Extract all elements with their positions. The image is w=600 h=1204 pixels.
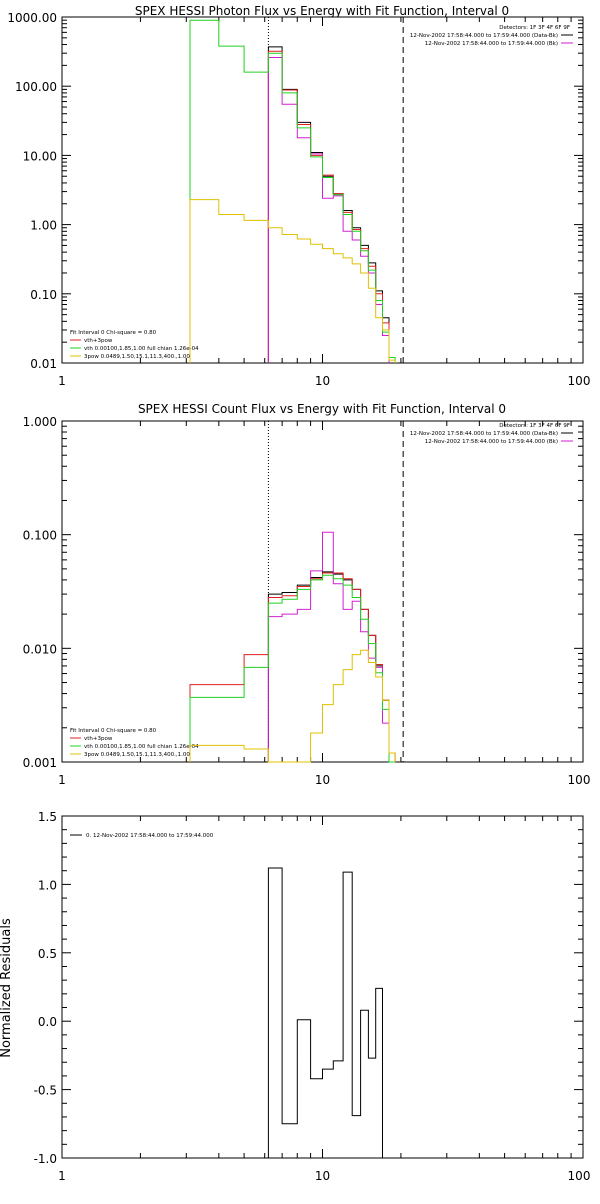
photon-flux-legend-top-right: Detectors: 1F 3F 4F 6F 9F 12-Nov-2002 17… [410, 25, 570, 47]
legend-bk: 12-Nov-2002 17:58:44.000 to 17:59:44.000… [425, 439, 558, 445]
legend-data-bk: 12-Nov-2002 17:58:44.000 to 17:59:44.000… [410, 33, 558, 39]
legend-vth: vth 0.00100,1.85,1.00 full chian 1.26e-0… [84, 744, 199, 750]
photon-flux-panel: SPEX HESSI Photon Flux vs Energy with Fi… [7, 4, 590, 388]
legend-3pow: 3pow 0.0489,1.50,15.1,11.3,400.,1.00 [84, 752, 190, 758]
residuals-panel: Normalized Residuals 1.5 1.0 0.5 0.0 -0.… [0, 810, 590, 1183]
y-tick-label: -0.5 [34, 1084, 57, 1098]
count-flux-x-tick-labels: 1 10 100 [58, 773, 590, 787]
y-tick-label: 100.00 [15, 80, 57, 94]
legend-detectors: Detectors: 1F 3F 4F 6F 9F [499, 25, 570, 31]
x-tick-label: 1 [58, 374, 66, 388]
count-flux-chart-title: SPEX HESSI Count Flux vs Energy with Fit… [138, 402, 506, 416]
y-tick-label: 0.01 [30, 357, 57, 371]
legend-vth-3pow: vth+3pow [84, 736, 113, 742]
y-tick-label: 1.000 [23, 415, 57, 429]
legend-detectors: Detectors: 1F 3F 4F 6F 9F [499, 423, 570, 429]
photon-flux-x-tick-labels: 1 10 100 [58, 374, 590, 388]
count-flux-legend-top-right: Detectors: 1F 3F 4F 6F 9F 12-Nov-2002 17… [410, 423, 570, 445]
photon-flux-chart-title: SPEX HESSI Photon Flux vs Energy with Fi… [135, 4, 509, 18]
y-tick-label: 10.00 [23, 149, 57, 163]
x-tick-label: 10 [315, 773, 330, 787]
y-tick-label: 0.10 [30, 288, 57, 302]
x-tick-label: 1 [58, 773, 66, 787]
residuals-y-axis-label: Normalized Residuals [0, 918, 14, 1058]
residuals-legend: 0. 12-Nov-2002 17:58:44.000 to 17:59:44.… [86, 833, 214, 839]
legend-vth-3pow: vth+3pow [84, 338, 113, 344]
x-tick-label: 10 [315, 374, 330, 388]
legend-fit-interval: Fit Interval 0 Chi-square = 0.80 [70, 728, 157, 734]
series-step-line [189, 199, 396, 363]
y-tick-label: 1000.00 [7, 11, 57, 25]
series-step-line [189, 19, 396, 363]
count-flux-panel: SPEX HESSI Count Flux vs Energy with Fit… [23, 402, 591, 787]
x-tick-label: 100 [568, 1169, 591, 1183]
count-flux-y-tick-labels: 1.000 0.100 0.010 0.001 [23, 415, 57, 770]
legend-vth: vth 0.00100,1.85,1.00 full chian 1.26e-0… [84, 346, 199, 352]
photon-flux-y-tick-labels: 1000.00 100.00 10.00 1.00 0.10 0.01 [7, 11, 57, 371]
y-tick-label: -1.0 [34, 1152, 57, 1166]
y-tick-label: 0.0 [38, 1015, 57, 1029]
photon-flux-legend-bottom-left: Fit Interval 0 Chi-square = 0.80 vth+3po… [70, 330, 199, 360]
series-step-line [189, 649, 396, 763]
legend-3pow: 3pow 0.0489,1.50,15.1,11.3,400.,1.00 [84, 354, 190, 360]
y-tick-label: 1.0 [38, 878, 57, 892]
legend-fit-interval: Fit Interval 0 Chi-square = 0.80 [70, 330, 157, 336]
residuals-x-tick-labels: 1 10 100 [58, 1169, 590, 1183]
y-tick-label: 0.5 [38, 947, 57, 961]
y-tick-label: 1.5 [38, 810, 57, 824]
x-tick-label: 100 [568, 773, 591, 787]
count-flux-legend-bottom-left: Fit Interval 0 Chi-square = 0.80 vth+3po… [70, 728, 199, 758]
series-step-line [189, 572, 396, 762]
y-tick-label: 0.100 [23, 529, 57, 543]
x-tick-label: 1 [58, 1169, 66, 1183]
residuals-y-tick-labels: 1.5 1.0 0.5 0.0 -0.5 -1.0 [34, 810, 57, 1166]
legend-interval: 0. 12-Nov-2002 17:58:44.000 to 17:59:44.… [86, 833, 214, 839]
legend-bk: 12-Nov-2002 17:58:44.000 to 17:59:44.000… [425, 41, 558, 47]
legend-data-bk: 12-Nov-2002 17:58:44.000 to 17:59:44.000… [410, 431, 558, 437]
y-tick-label: 0.010 [23, 642, 57, 656]
y-tick-label: 0.001 [23, 756, 57, 770]
x-tick-label: 100 [568, 374, 591, 388]
series-step-line [267, 867, 383, 1158]
x-tick-label: 10 [315, 1169, 330, 1183]
y-tick-label: 1.00 [30, 219, 57, 233]
